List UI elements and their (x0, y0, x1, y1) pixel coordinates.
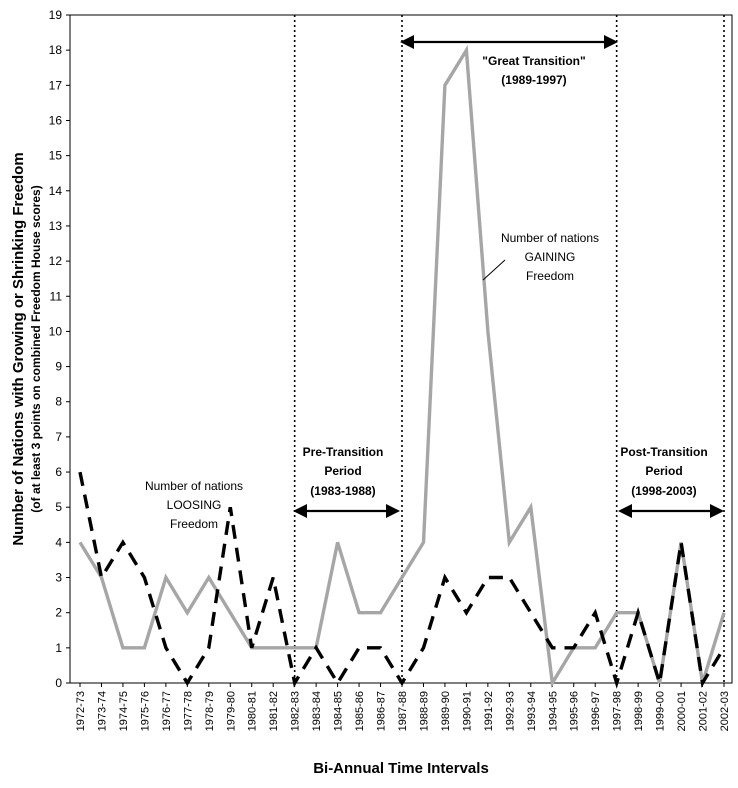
x-tick-label: 1999-00 (655, 691, 667, 731)
y-tick-label: 14 (49, 184, 63, 198)
x-tick-label: 1991-92 (483, 691, 495, 731)
post-transition-label: Post-Transition (620, 445, 707, 459)
pre-transition-period: Period (324, 464, 361, 478)
y-tick-label: 7 (55, 430, 62, 444)
series-gaining-line (78, 44, 726, 689)
x-tick-label: 1981-82 (268, 691, 280, 731)
x-tick-label: 1980-81 (247, 691, 259, 731)
y-tick-label: 18 (49, 43, 63, 57)
y-tick-label: 16 (49, 113, 63, 127)
pre-transition-years: (1983-1988) (310, 484, 375, 498)
x-tick-label: 1973-74 (96, 691, 108, 731)
y-tick-label: 19 (49, 8, 63, 22)
pre-transition-arrow (293, 504, 400, 518)
post-transition-period: Period (645, 464, 682, 478)
x-tick-label: 1972-73 (75, 691, 87, 731)
pre-transition-label: Pre-Transition (303, 445, 384, 459)
y-tick-label: 2 (55, 606, 62, 620)
y-tick-label: 15 (49, 149, 63, 163)
great-transition-label: "Great Transition" (482, 54, 585, 68)
y-tick-label: 8 (55, 395, 62, 409)
x-tick-label: 1997-98 (612, 691, 624, 731)
x-tick-label: 1996-97 (590, 691, 602, 731)
x-tick-label: 1994-95 (547, 691, 559, 731)
gaining-label-line2: GAINING (525, 250, 576, 264)
great-transition-years: (1989-1997) (501, 73, 566, 87)
y-axis-subtitle: (of at least 3 points on combined Freedo… (29, 185, 43, 512)
series-loosing-line (78, 471, 726, 689)
loosing-label-line3: Freedom (170, 517, 218, 531)
x-tick-label: 1992-93 (504, 691, 516, 731)
y-tick-label: 9 (55, 360, 62, 374)
period-dividers (293, 15, 725, 683)
x-tick-label: 2000-01 (676, 691, 688, 731)
x-tick-label: 1983-84 (311, 691, 323, 731)
y-tick-label: 6 (55, 465, 62, 479)
x-tick-label: 1985-86 (354, 691, 366, 731)
x-tick-label: 1977-78 (182, 691, 194, 731)
series-lines (78, 44, 726, 689)
x-tick-label: 1989-90 (440, 691, 452, 731)
x-tick-label: 1995-96 (569, 691, 581, 731)
loosing-label-line2: LOOSING (167, 498, 222, 512)
x-tick-label: 1978-79 (204, 691, 216, 731)
great-transition-arrow (400, 35, 618, 49)
gaining-leader-line (482, 259, 506, 281)
y-tick-label: 10 (49, 324, 63, 338)
x-tick-label: 1990-91 (461, 691, 473, 731)
post-transition-years: (1998-2003) (631, 484, 696, 498)
x-tick-label: 1975-76 (139, 691, 151, 731)
y-tick-label: 13 (49, 219, 63, 233)
x-tick-label: 1984-85 (333, 691, 345, 731)
x-tick-label: 2001-02 (698, 691, 710, 731)
x-tick-label: 1988-89 (418, 691, 430, 731)
y-tick-label: 4 (55, 535, 62, 549)
x-tick-label: 1982-83 (290, 691, 302, 731)
y-tick-label: 1 (55, 641, 62, 655)
x-tick-label: 1979-80 (225, 691, 237, 731)
y-axis-title: Number of Nations with Growing or Shrink… (10, 152, 27, 545)
x-axis: 1972-73 1973-74 1974-75 1975-76 1976-77 1977-… (75, 683, 731, 731)
x-tick-label: 1998-99 (633, 691, 645, 731)
y-tick-label: 5 (55, 500, 62, 514)
x-tick-label: 1986-87 (376, 691, 388, 731)
x-tick-label: 1987-88 (397, 691, 409, 731)
x-tick-label: 1974-75 (118, 691, 130, 731)
gaining-label-line1: Number of nations (501, 231, 599, 245)
x-tick-label: 2002-03 (719, 691, 731, 731)
y-tick-label: 3 (55, 571, 62, 585)
x-tick-label: 1976-77 (161, 691, 173, 731)
x-axis-title: Bi-Annual Time Intervals (313, 760, 489, 777)
y-tick-label: 11 (50, 289, 63, 303)
x-tick-label: 1993-94 (526, 691, 538, 731)
loosing-label-line1: Number of nations (145, 479, 243, 493)
post-transition-arrow (618, 504, 724, 518)
y-tick-label: 12 (49, 254, 63, 268)
gaining-label-line3: Freedom (526, 269, 574, 283)
y-tick-label: 17 (49, 78, 63, 92)
y-tick-label: 0 (55, 676, 62, 690)
